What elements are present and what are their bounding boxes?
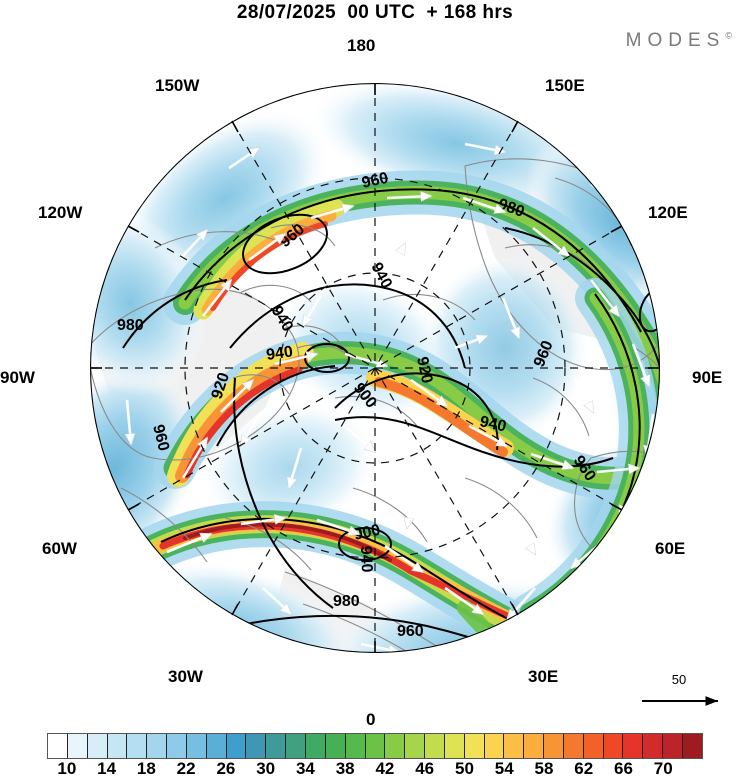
- rim-ticks: [90, 83, 660, 653]
- lon-label-60w: 60W: [42, 539, 77, 558]
- colorbar-cell: [563, 734, 584, 758]
- colorbar-tick: 66: [614, 759, 633, 778]
- colorbar-cell: [683, 734, 702, 758]
- colorbar-cell: [623, 734, 644, 758]
- colorbar-tick: 14: [97, 759, 117, 778]
- colorbar: [47, 733, 703, 759]
- colorbar-cell: [127, 734, 148, 758]
- lon-label-180: 180: [347, 36, 376, 55]
- contour-label-940d: 940: [478, 413, 508, 435]
- contour-label-940c: 940: [265, 343, 294, 364]
- lon-label-0: 0: [366, 710, 376, 729]
- colorbar-tick: 62: [574, 759, 594, 778]
- colorbar-tick-labels: 10 14 18 22 26 30 34 38 42 46 50 54 58 62 66 70: [47, 759, 703, 781]
- colorbar-cell: [405, 734, 426, 758]
- colorbar-cell: [444, 734, 465, 758]
- contour-label-980d: 980: [333, 593, 360, 610]
- colorbar-tick: 50: [454, 759, 474, 778]
- colorbar-cell: [186, 734, 207, 758]
- contour-label-960f: 960: [397, 623, 424, 640]
- colorbar-cell: [246, 734, 267, 758]
- reference-vector: 50: [640, 672, 736, 712]
- colorbar-tick: 42: [375, 759, 395, 778]
- lon-label-30w: 30W: [168, 667, 203, 686]
- map-contents: 960 980 960 940 940 980 940 900 920 920 …: [90, 83, 660, 653]
- jet-stream-ribbons: [132, 170, 660, 653]
- polar-map: 960 980 960 940 940 980 940 900 920 920 …: [0, 36, 722, 729]
- colorbar-cell: [643, 734, 664, 758]
- contour-label-980c: 980: [145, 613, 172, 630]
- modes-logo-text: MODES: [625, 30, 726, 51]
- colorbar-cell: [464, 734, 485, 758]
- colorbar-cell: [365, 734, 386, 758]
- colorbar-cell: [87, 734, 108, 758]
- colorbar-cell: [48, 734, 68, 758]
- colorbar-cell: [167, 734, 187, 758]
- map-canvas: 960 980 960 940 940 980 940 900 920 920 …: [90, 83, 660, 653]
- lon-label-30e: 30E: [528, 667, 559, 686]
- colorbar-cell: [266, 734, 287, 758]
- colorbar-cell: [325, 734, 346, 758]
- colorbar-cell: [107, 734, 128, 758]
- colorbar-cell: [504, 734, 525, 758]
- contour-label-980b: 980: [117, 317, 144, 334]
- lon-label-150e: 150E: [545, 76, 585, 95]
- colorbar-tick: 70: [653, 759, 673, 778]
- colorbar-cell: [206, 734, 227, 758]
- lon-label-90w: 90W: [0, 368, 35, 387]
- colorbar-tick: 34: [295, 759, 315, 778]
- colorbar-cell: [524, 734, 545, 758]
- colorbar-tick: 46: [415, 759, 435, 778]
- colorbar-tick: 10: [57, 759, 77, 778]
- colorbar-cell: [385, 734, 406, 758]
- colorbar-cell: [226, 734, 247, 758]
- colorbar-cell: [544, 734, 564, 758]
- lon-label-120w: 120W: [38, 203, 83, 222]
- page-title: 28/07/2025 00 UTC + 168 hrs: [236, 2, 514, 23]
- colorbar-cell: [425, 734, 445, 758]
- modes-logo: MODES©: [626, 30, 732, 52]
- colorbar-cell: [147, 734, 168, 758]
- lon-label-150w: 150W: [155, 76, 200, 95]
- contour-label-940f: 940: [357, 546, 375, 573]
- colorbar-cell: [345, 734, 366, 758]
- contour-label-920b: 920: [413, 355, 435, 385]
- lon-label-120e: 120E: [648, 203, 688, 222]
- lon-label-90e: 90E: [692, 368, 723, 387]
- colorbar-cells: [47, 733, 703, 759]
- colorbar-tick: 22: [176, 759, 196, 778]
- colorbar-tick: 58: [534, 759, 554, 778]
- copyright-icon: ©: [725, 30, 732, 41]
- lon-label-60e: 60E: [655, 539, 686, 558]
- colorbar-tick: 30: [256, 759, 276, 778]
- colorbar-cell: [484, 734, 505, 758]
- colorbar-cell: [286, 734, 306, 758]
- contour-label-960c: 960: [149, 423, 172, 453]
- colorbar-cell: [305, 734, 326, 758]
- reference-vector-arrow: [642, 696, 718, 706]
- colorbar-cell: [663, 734, 683, 758]
- reference-vector-label: 50: [671, 672, 687, 687]
- colorbar-tick: 18: [136, 759, 156, 778]
- colorbar-cell: [67, 734, 88, 758]
- colorbar-tick: 38: [335, 759, 355, 778]
- colorbar-cell: [603, 734, 624, 758]
- colorbar-tick: 54: [494, 759, 514, 778]
- colorbar-tick: 26: [216, 759, 236, 778]
- graticule: [90, 83, 660, 653]
- colorbar-cell: [583, 734, 604, 758]
